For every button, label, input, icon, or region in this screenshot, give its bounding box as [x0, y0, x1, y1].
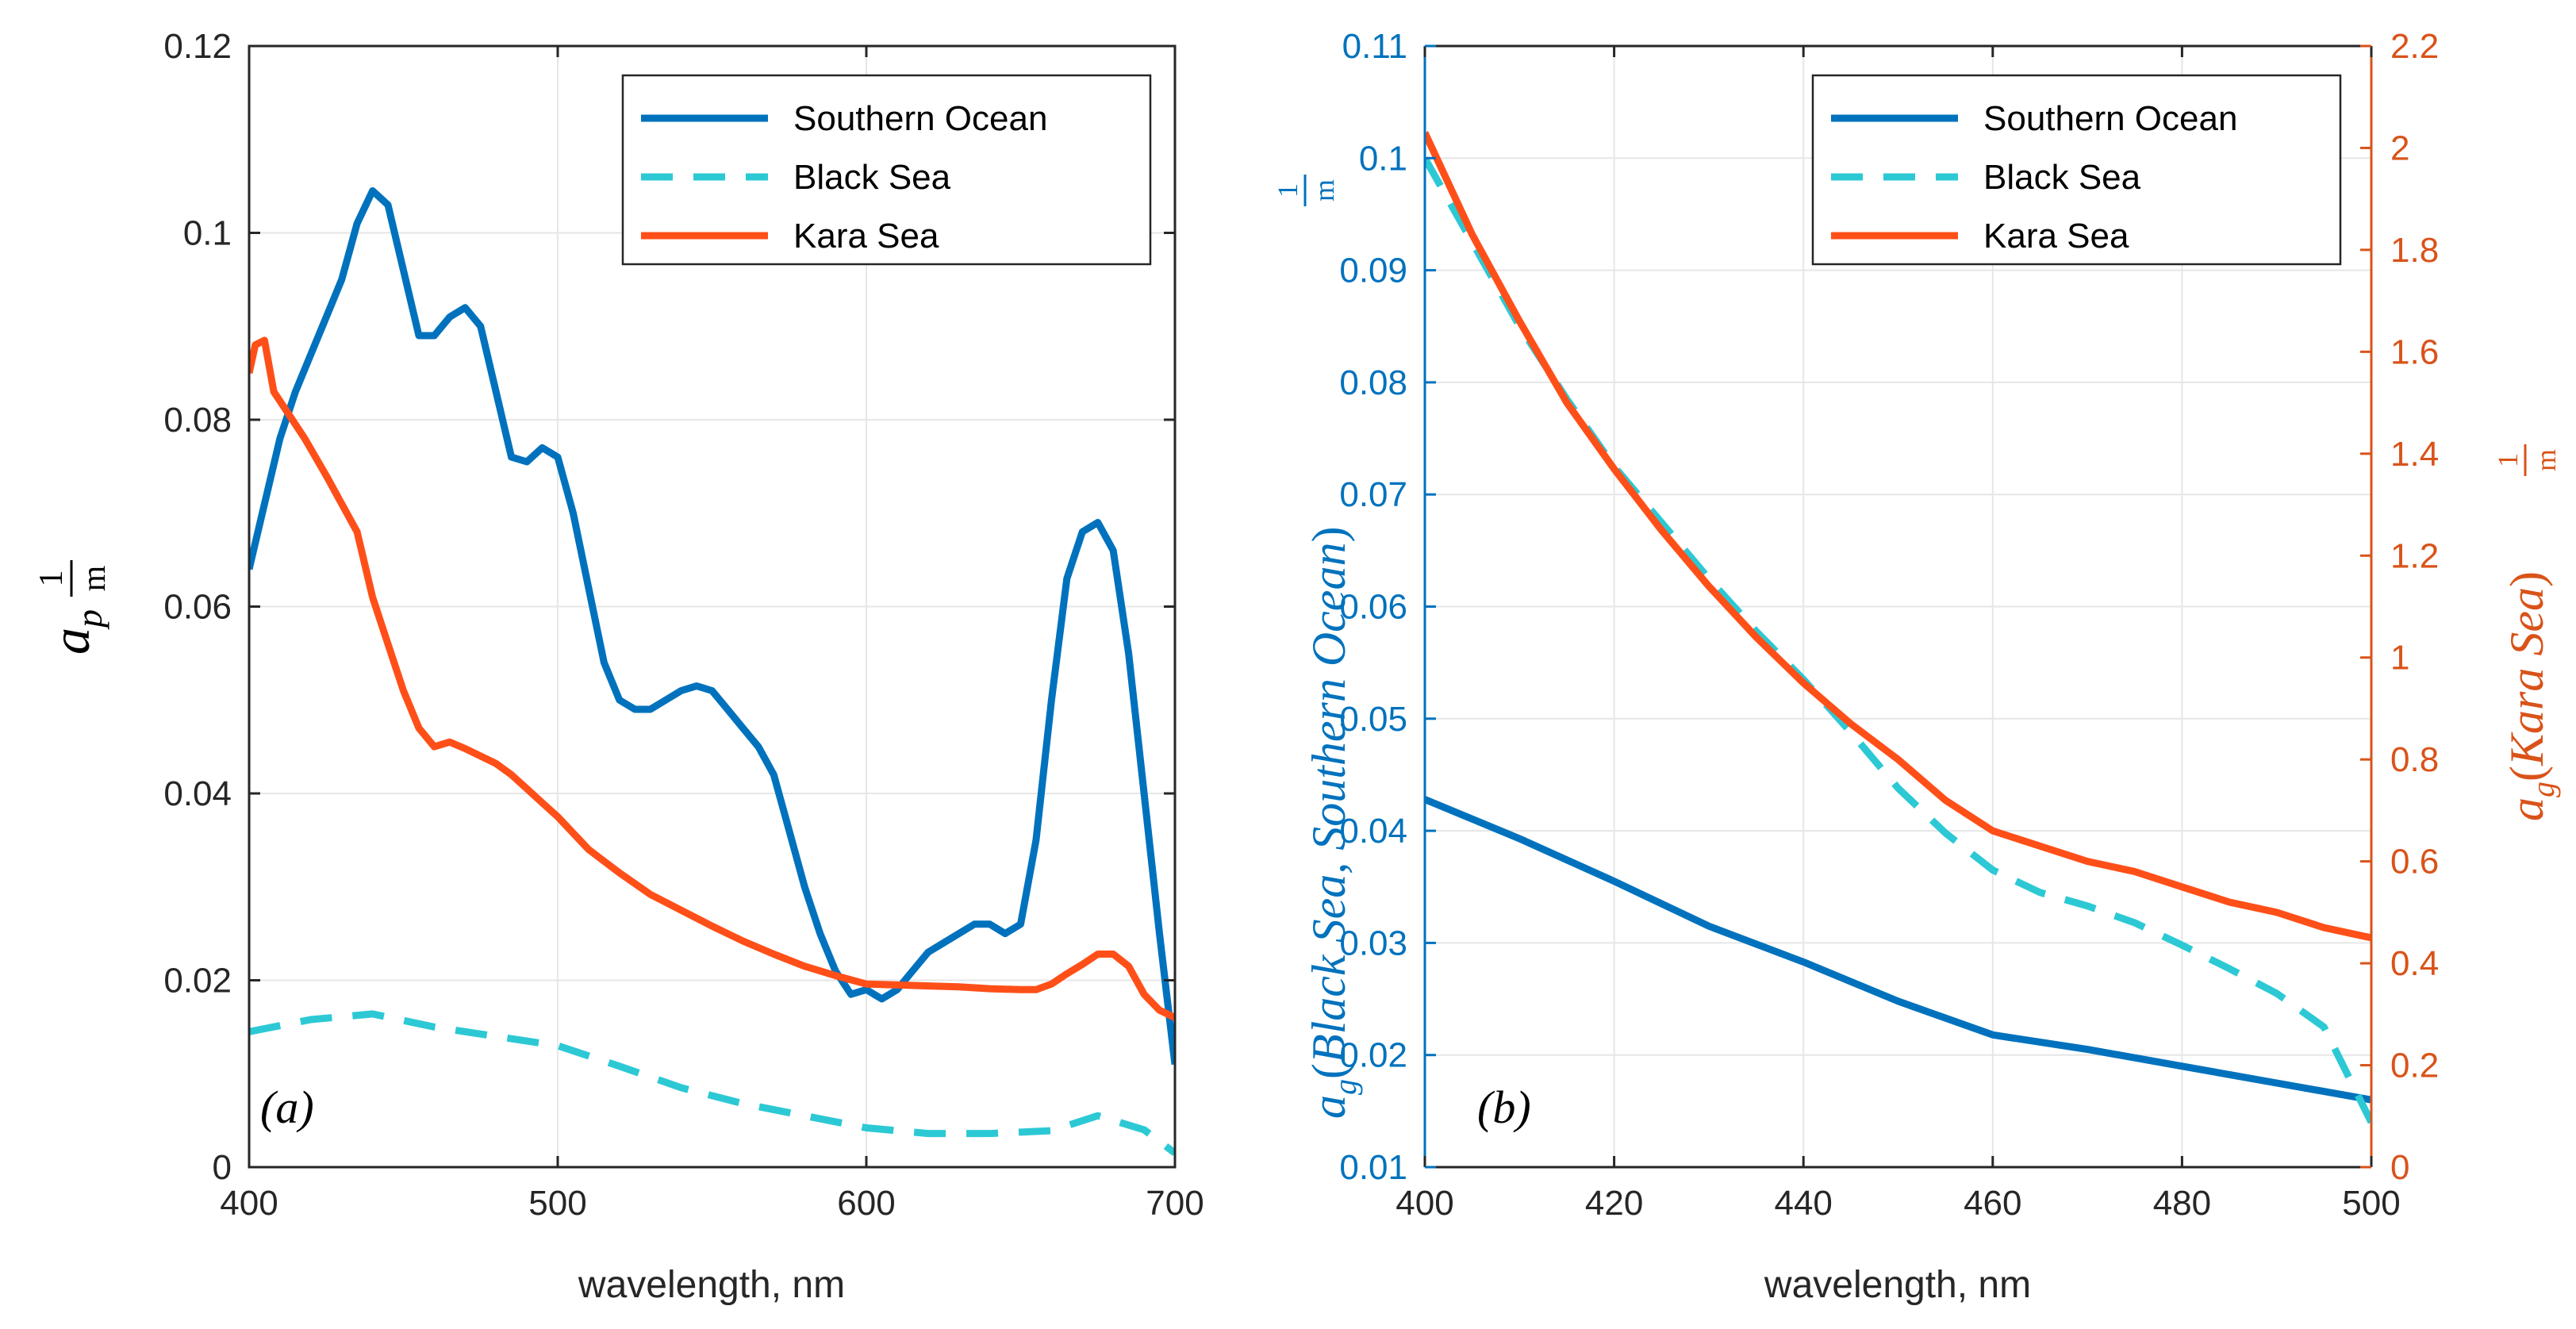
panel-a-x-tick-label: 500	[528, 1184, 586, 1223]
legend-b-southern-ocean: Southern Ocean	[1983, 99, 2237, 138]
svg-text:1: 1	[2492, 453, 2524, 467]
panel-b-right-y-tick-label: 0.8	[2390, 740, 2439, 779]
panel-a: 400 500 600 700 0 0.02 0.04 0.06 0.08 0.1 0.12 (a)…	[33, 27, 1204, 1306]
panel-b-right-y-tick-label: 2	[2390, 129, 2409, 167]
panel-a-x-axis-label: wavelength, nm	[578, 1264, 845, 1306]
legend-a-southern-ocean: Southern Ocean	[793, 99, 1047, 138]
panel-b-right-y-axis-label: ag(Kara Sea) 1 m	[2492, 444, 2562, 821]
panel-b-legend: Southern Ocean Black Sea Kara Sea	[1811, 74, 2342, 266]
svg-text:m: m	[2530, 449, 2562, 471]
panel-a-y-tick-label: 0	[213, 1148, 232, 1187]
panel-b-right-y-tick-label: 0.4	[2390, 944, 2439, 983]
panel-b-y-tick-label: 0.07	[1339, 475, 1407, 514]
panel-b-series-kara-sea	[1425, 131, 2371, 942]
legend-b-kara-sea: Kara Sea	[1983, 217, 2129, 255]
panel-a-x-tick-label: 600	[837, 1184, 895, 1223]
panel-a-ticks: 400 500 600 700 0 0.02 0.04 0.06 0.08 0.1 0.12	[163, 27, 1204, 1223]
panel-b-left-y-axis-label: ag(Black Sea, Southern Ocean) 1 m	[1272, 175, 1363, 1119]
panel-a-legend: Southern Ocean Black Sea Kara Sea	[621, 74, 1152, 266]
panel-a-y-axis-label: ap 1 m	[33, 560, 113, 655]
panel-b-y-tick-label: 0.03	[1339, 924, 1407, 962]
panel-b-series-black-sea	[1425, 156, 2371, 1124]
panel-a-series-black-sea	[249, 1010, 1175, 1156]
legend-a-kara-sea: Kara Sea	[793, 217, 939, 255]
panel-a-y-tick-label: 0.1	[183, 214, 232, 253]
panel-b-right-y-tick-label: 1.8	[2390, 231, 2439, 270]
legend-b-black-sea: Black Sea	[1983, 158, 2141, 197]
panel-b-y-tick-label: 0.06	[1339, 588, 1407, 627]
panel-b-x-tick-label: 500	[2342, 1184, 2400, 1223]
panel-a-label: (a)	[260, 1081, 314, 1133]
panel-b-y-tick-label: 0.1	[1359, 139, 1407, 178]
panel-b-series-southern-ocean	[1425, 796, 2371, 1104]
svg-text:ag(Kara Sea): ag(Kara Sea)	[2501, 571, 2561, 821]
panel-b-y-tick-label: 0.08	[1339, 363, 1407, 402]
panel-b-ticks: 400 420 440 460 480 500 0.01 0.02 0.03 0.04 0.05 0.…	[1339, 27, 2439, 1223]
panel-b-right-y-tick-label: 1.4	[2390, 435, 2439, 474]
panel-b-right-y-tick-label: 0.6	[2390, 843, 2439, 882]
panel-b: 400 420 440 460 480 500 0.01 0.02 0.03 0.04 0.05 0.…	[1272, 27, 2562, 1306]
panel-a-y-tick-label: 0.04	[163, 774, 232, 813]
panel-b-y-tick-label: 0.09	[1339, 252, 1407, 290]
panel-b-series	[1425, 131, 2371, 1124]
legend-a-black-sea: Black Sea	[793, 158, 951, 197]
panel-a-y-tick-label: 0.08	[163, 401, 232, 440]
panel-a-series	[249, 187, 1175, 1156]
panel-b-right-y-tick-label: 0.2	[2390, 1047, 2439, 1085]
panel-b-right-y-tick-label: 0	[2390, 1148, 2409, 1187]
panel-b-right-y-tick-label: 2.2	[2390, 27, 2439, 66]
panel-b-x-tick-label: 460	[1964, 1184, 2021, 1223]
panel-b-x-tick-label: 480	[2153, 1184, 2211, 1223]
panel-b-right-y-tick-label: 1	[2390, 639, 2409, 678]
svg-text:ag(Black Sea, Southern Ocean): ag(Black Sea, Southern Ocean)	[1303, 527, 1363, 1119]
svg-text:ap: ap	[40, 609, 109, 655]
svg-text:1: 1	[1272, 183, 1303, 198]
panel-b-x-axis-label: wavelength, nm	[1764, 1264, 2031, 1306]
panel-a-y-tick-label: 0.06	[163, 588, 232, 627]
panel-b-x-tick-label: 440	[1774, 1184, 1832, 1223]
panel-b-right-y-tick-label: 1.2	[2390, 536, 2439, 575]
panel-b-y-tick-label: 0.01	[1339, 1148, 1407, 1187]
panel-a-x-tick-label: 700	[1146, 1184, 1204, 1223]
panel-b-y-tick-label: 0.04	[1339, 812, 1407, 851]
panel-a-y-tick-label: 0.12	[163, 27, 232, 66]
panel-b-x-tick-label: 420	[1585, 1184, 1643, 1223]
panel-a-series-kara-sea	[249, 336, 1175, 1021]
svg-text:m: m	[1308, 179, 1340, 202]
panel-b-y-tick-label: 0.02	[1339, 1036, 1407, 1075]
svg-text:1: 1	[33, 570, 70, 587]
svg-text:m: m	[76, 565, 113, 591]
panel-a-x-tick-label: 400	[220, 1184, 278, 1223]
panel-b-label: (b)	[1477, 1081, 1531, 1133]
panel-a-series-southern-ocean	[249, 187, 1175, 1066]
panel-b-right-y-tick-label: 1.6	[2390, 332, 2439, 371]
panel-a-y-tick-label: 0.02	[163, 962, 232, 1001]
panel-b-x-tick-label: 400	[1395, 1184, 1453, 1223]
panel-b-y-tick-label: 0.11	[1342, 27, 1407, 66]
panel-b-y-tick-label: 0.05	[1339, 700, 1407, 739]
